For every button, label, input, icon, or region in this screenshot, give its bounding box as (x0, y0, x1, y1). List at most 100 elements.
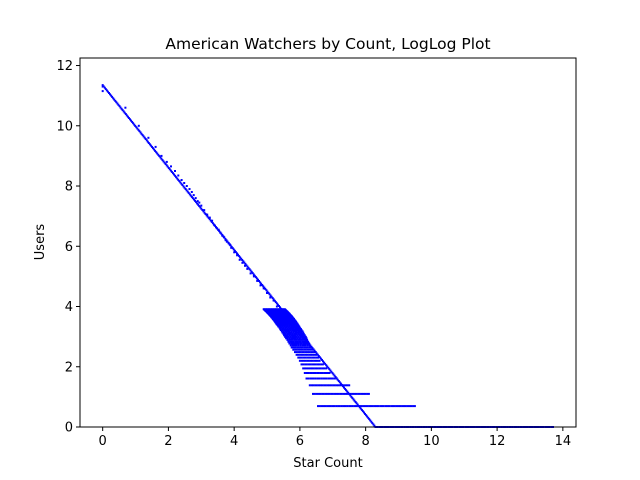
data-point (299, 335, 302, 338)
data-point (279, 327, 282, 330)
data-point (174, 174, 177, 177)
data-point (243, 261, 246, 264)
data-point (304, 356, 307, 359)
data-point (309, 372, 312, 374)
data-point (278, 326, 281, 329)
data-point (246, 267, 249, 270)
data-point (342, 392, 345, 395)
data-point (221, 234, 224, 237)
data-point (377, 405, 380, 408)
data-point (306, 344, 309, 347)
data-point (297, 338, 300, 341)
data-point (294, 351, 296, 354)
data-point (291, 332, 294, 335)
data-point (158, 155, 161, 158)
data-point (269, 296, 272, 299)
data-point (298, 337, 301, 340)
data-point (370, 405, 372, 408)
data-point (319, 372, 322, 374)
data-point (286, 332, 289, 335)
data-point (324, 362, 327, 365)
data-point (285, 337, 288, 340)
data-point (354, 401, 357, 403)
data-point (311, 367, 313, 370)
data-point (331, 405, 334, 408)
data-point (330, 370, 333, 373)
data-point (297, 353, 300, 356)
data-point (351, 397, 354, 400)
data-point (210, 220, 213, 223)
data-point (325, 364, 328, 367)
data-point (373, 424, 376, 427)
data-point (388, 405, 391, 408)
data-point (319, 392, 322, 395)
data-point (325, 377, 328, 380)
data-point (299, 340, 302, 343)
data-point (196, 202, 199, 205)
data-point (304, 367, 306, 370)
data-point (142, 135, 145, 138)
data-point (233, 251, 236, 254)
data-point (304, 351, 307, 354)
data-point (315, 359, 317, 362)
data-point (236, 252, 238, 255)
data-point (318, 359, 321, 362)
data-point (364, 412, 366, 415)
y-tick-label: 10 (56, 119, 73, 134)
data-point (269, 294, 272, 297)
data-point (195, 201, 198, 204)
data-point (292, 334, 295, 337)
data-point (309, 356, 312, 359)
data-point (280, 326, 283, 329)
data-point (363, 411, 365, 414)
data-point (288, 330, 291, 333)
y-axis-label: Users (33, 224, 48, 261)
data-point (331, 372, 334, 375)
data-point (246, 265, 249, 268)
data-point (239, 256, 242, 259)
data-point (343, 386, 345, 389)
chart-title: American Watchers by Count, LogLog Plot (165, 35, 490, 53)
data-point (256, 279, 259, 282)
data-point (344, 387, 347, 390)
data-point (268, 293, 271, 296)
data-point (297, 346, 300, 349)
data-point (120, 107, 123, 110)
data-point (293, 326, 296, 329)
data-point (311, 351, 314, 354)
data-point (321, 384, 324, 387)
data-point (296, 346, 299, 349)
data-point (335, 377, 338, 380)
data-point (295, 351, 298, 354)
data-point (304, 363, 307, 366)
data-point (224, 239, 227, 242)
data-point (315, 352, 318, 355)
data-point (309, 367, 312, 370)
data-point (295, 348, 298, 351)
data-point (298, 340, 301, 343)
data-point (293, 332, 296, 335)
data-point (335, 405, 338, 408)
data-point (161, 159, 164, 162)
data-point (329, 377, 332, 380)
data-point (306, 356, 309, 359)
data-point (294, 331, 297, 334)
data-point (282, 327, 285, 330)
data-point (302, 363, 305, 366)
data-point (299, 338, 301, 341)
data-point (351, 392, 354, 395)
data-point (299, 356, 301, 359)
data-point (301, 334, 304, 337)
data-point (241, 259, 244, 261)
data-point (317, 356, 319, 359)
data-point (304, 342, 307, 345)
data-point (299, 332, 302, 335)
data-point (266, 292, 268, 294)
data-point (375, 405, 378, 408)
data-point (302, 353, 305, 356)
data-point (325, 367, 328, 370)
data-point (312, 367, 315, 370)
data-point (233, 249, 236, 252)
data-point (232, 248, 235, 251)
data-point (307, 377, 310, 380)
